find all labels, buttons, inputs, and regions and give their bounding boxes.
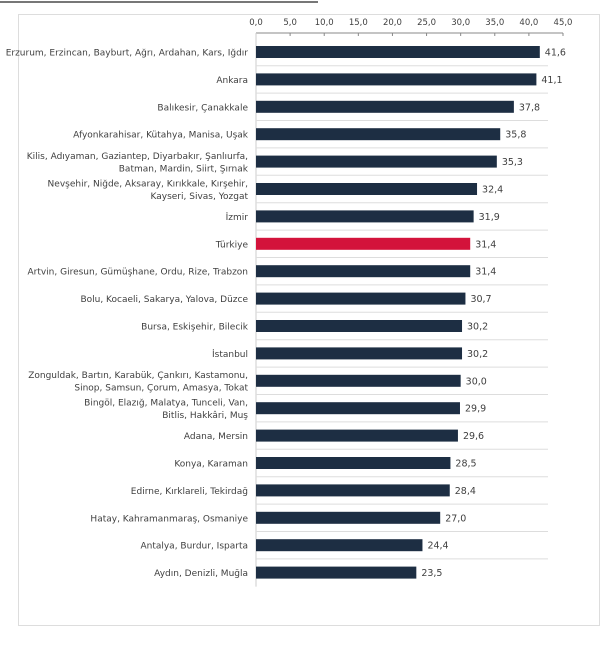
bar: [256, 402, 460, 415]
value-label: 24,4: [427, 541, 448, 552]
value-label: 27,0: [445, 513, 466, 524]
bar: [256, 320, 463, 332]
category-label: Bingöl, Elazığ, Malatya, Tunceli, Van,: [84, 398, 248, 408]
bar: [256, 46, 540, 58]
value-label: 30,7: [470, 294, 491, 305]
value-label: 41,1: [541, 75, 562, 86]
category-label: Sinop, Samsun, Çorum, Amasya, Tokat: [74, 384, 248, 394]
category-label: Antalya, Burdur, Isparta: [140, 542, 248, 552]
value-label: 28,5: [455, 459, 476, 470]
category-label: Nevşehir, Niğde, Aksaray, Kırıkkale, Kır…: [48, 179, 248, 189]
value-label: 32,4: [482, 185, 503, 196]
bar: [256, 155, 497, 168]
value-label: 30,2: [467, 349, 488, 360]
bar: [256, 539, 423, 552]
x-tick-label: 45,0: [554, 18, 573, 28]
bar: [256, 100, 514, 113]
bar: [256, 265, 471, 278]
category-label: Edirne, Kırklareli, Tekirdağ: [131, 487, 248, 497]
value-label: 28,4: [455, 486, 476, 497]
bar: [256, 128, 501, 141]
category-label: Kilis, Adıyaman, Gaziantep, Diyarbakır, …: [27, 152, 248, 162]
category-label: Kayseri, Sivas, Yozgat: [151, 192, 249, 202]
category-label: Bolu, Kocaeli, Sakarya, Yalova, Düzce: [80, 295, 248, 305]
x-tick-label: 25,0: [417, 18, 436, 28]
bar: [256, 374, 461, 387]
category-label: Erzurum, Erzincan, Bayburt, Ağrı, Ardaha…: [6, 49, 249, 59]
category-label: İzmir: [226, 212, 249, 223]
category-label: Bitlis, Hakkâri, Muş: [162, 411, 248, 421]
bar: [256, 237, 471, 250]
value-label: 31,9: [479, 212, 500, 223]
bar: [256, 511, 441, 524]
value-label: 35,3: [502, 157, 523, 168]
value-label: 35,8: [505, 130, 526, 141]
category-label: Afyonkarahisar, Kütahya, Manisa, Uşak: [73, 131, 249, 141]
category-label: Zonguldak, Bartın, Karabük, Çankırı, Kas…: [28, 371, 248, 381]
value-label: 29,9: [465, 404, 486, 415]
value-label: 37,8: [519, 102, 540, 113]
value-label: 31,4: [475, 267, 496, 278]
category-label: Türkiye: [215, 240, 249, 250]
value-label: 30,2: [467, 322, 488, 333]
x-tick-label: 10,0: [315, 18, 334, 28]
value-label: 30,0: [466, 376, 487, 387]
value-label: 23,5: [421, 568, 442, 579]
bar: [256, 210, 474, 223]
category-label: Ankara: [216, 76, 248, 86]
x-tick-label: 40,0: [519, 18, 538, 28]
x-tick-label: 15,0: [349, 18, 368, 28]
x-tick-label: 35,0: [485, 18, 504, 28]
category-label: Artvin, Giresun, Gümüşhane, Ordu, Rize, …: [27, 268, 248, 278]
bar: [256, 73, 537, 86]
category-label: İstanbul: [212, 349, 248, 360]
bar: [256, 429, 458, 442]
category-label: Adana, Mersin: [184, 432, 248, 442]
bar: [256, 484, 450, 497]
bar: [256, 347, 463, 360]
bar: [256, 457, 451, 469]
category-label: Hatay, Kahramanmaraş, Osmaniye: [90, 514, 248, 524]
x-tick-label: 5,0: [283, 18, 297, 28]
bar: [256, 183, 478, 195]
x-tick-label: 0,0: [249, 18, 263, 28]
value-label: 41,6: [545, 48, 566, 59]
bar: [256, 292, 466, 305]
bar: [256, 566, 417, 579]
category-label: Konya, Karaman: [174, 460, 248, 470]
x-tick-label: 30,0: [451, 18, 470, 28]
category-label: Balıkesir, Çanakkale: [157, 103, 248, 113]
value-label: 31,4: [475, 239, 496, 250]
category-label: Batman, Mardin, Siirt, Şırnak: [119, 164, 249, 174]
category-label: Bursa, Eskişehir, Bilecik: [141, 323, 249, 333]
category-label: Aydın, Denizli, Muğla: [154, 569, 248, 579]
x-tick-label: 20,0: [383, 18, 402, 28]
chart-frame: [18, 14, 600, 626]
top-rule: [0, 1, 318, 3]
value-label: 29,6: [463, 431, 484, 442]
